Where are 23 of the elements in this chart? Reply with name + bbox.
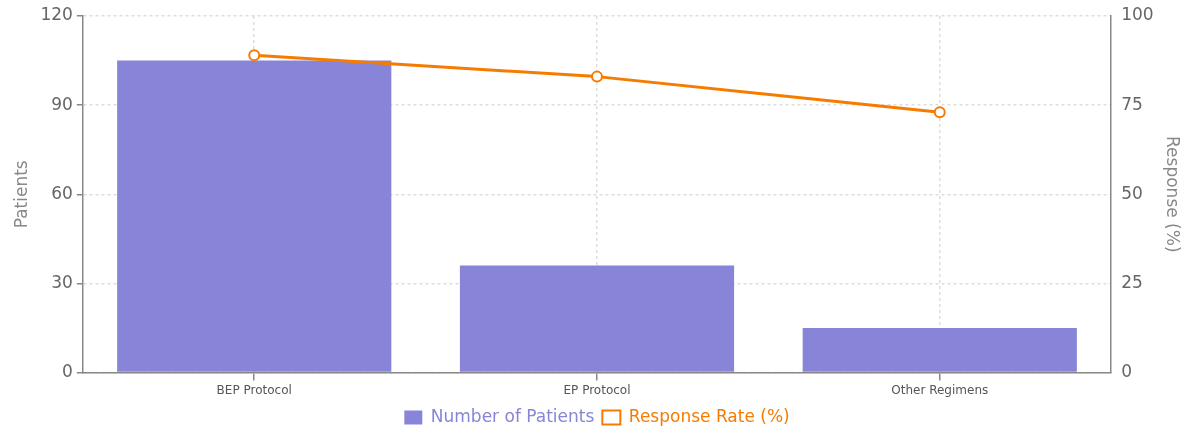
x-tick-label: EP Protocol — [563, 382, 631, 397]
x-tick-label: BEP Protocol — [216, 382, 292, 397]
point — [248, 49, 261, 62]
point — [933, 106, 946, 119]
y2-axis-title: Response (%) — [1163, 136, 1184, 253]
y2-tick-label: 50 — [1121, 182, 1143, 203]
y-tick-label: 60 — [51, 182, 73, 203]
y2-tick-label: 0 — [1121, 361, 1132, 382]
bar — [117, 60, 392, 372]
x-tick-label: Other Regimens — [891, 382, 989, 397]
y2-tick-label: 100 — [1121, 4, 1154, 25]
y-tick-label: 0 — [62, 361, 73, 382]
y-tick-label: 120 — [40, 4, 73, 25]
y2-tick-label: 75 — [1121, 93, 1143, 114]
legend-label: Number of Patients — [430, 405, 595, 426]
y-axis-title: Patients — [10, 160, 31, 229]
y2-tick-label: 25 — [1121, 271, 1143, 292]
bar — [459, 265, 735, 372]
y-tick-label: 90 — [51, 93, 73, 114]
legend-label: Response Rate (%) — [628, 405, 790, 426]
y-tick-label: 30 — [51, 271, 73, 292]
point — [591, 70, 603, 83]
bar — [802, 328, 1077, 372]
